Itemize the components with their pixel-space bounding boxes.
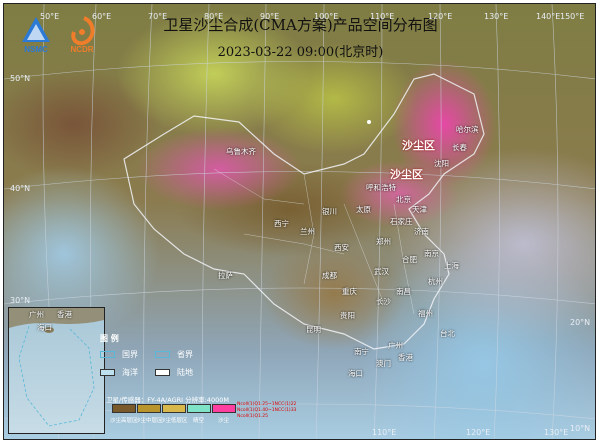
city-label: 呼和浩特 (366, 183, 396, 192)
lon-label: 60°E (92, 12, 112, 21)
lat-label: 20°N (570, 318, 591, 327)
legend-item: 国界 (122, 350, 138, 359)
city-label: 贵阳 (340, 311, 355, 320)
lat-label: 50°N (10, 74, 31, 83)
city-label: 杭州 (428, 277, 443, 286)
lon-label: 80°E (204, 12, 224, 21)
city-label: 西安 (334, 243, 349, 252)
city-label: 济南 (414, 227, 429, 236)
legend-item: 海洋 (122, 368, 138, 377)
lon-label-bottom: 130°E (544, 428, 569, 437)
legend-title: 图 例 (100, 334, 119, 343)
legend-swatch-national-border (100, 351, 115, 358)
city-label: 海口 (348, 369, 363, 378)
city-label: 郑州 (376, 237, 391, 246)
city-label: 长沙 (376, 297, 391, 306)
lon-label: 100°E (314, 12, 339, 21)
city-label: 兰州 (300, 227, 315, 236)
colorbar-label: 沙尘 (218, 418, 230, 424)
legend-item: 陆地 (177, 368, 193, 377)
ncdr-logo: NCDR (70, 16, 95, 54)
south-china-sea-inset: 广州 香港 海口 (8, 307, 105, 434)
inset-map (9, 308, 104, 427)
china-border (123, 73, 485, 350)
nsmc-logo-text: NSMC (24, 45, 48, 54)
colorbar-label: 沙尘高层区 (110, 418, 138, 424)
city-label: 沈阳 (434, 159, 449, 168)
legend-swatch-provincial-border (155, 351, 170, 358)
city-label: 西宁 (274, 219, 289, 228)
colorbar-swatch (212, 404, 236, 413)
ncdr-logo-text: NCDR (70, 45, 93, 54)
lon-label: 70°E (148, 12, 168, 21)
city-label: 重庆 (342, 287, 357, 296)
lon-label: 90°E (260, 12, 280, 21)
lat-label: 30°N (10, 296, 31, 305)
city-label: 合肥 (402, 255, 417, 264)
city-label: 成都 (322, 271, 337, 280)
dust-label: 沙尘区 (390, 168, 423, 181)
city-label: 昆明 (306, 325, 321, 334)
city-label: 上海 (444, 261, 459, 270)
city-label: 太原 (356, 205, 371, 214)
legend-item: 省界 (177, 350, 193, 359)
city-label: 武汉 (374, 267, 389, 276)
city-label: 天津 (412, 205, 427, 214)
lon-label: 50°E (40, 12, 60, 21)
city-label: 南京 (424, 249, 439, 258)
colorbar-label: 沙尘低层区 (160, 418, 188, 424)
city-label: 哈尔滨 (456, 125, 479, 134)
city-label: 长春 (452, 143, 467, 152)
logo-group: NSMC NCDR (18, 14, 108, 56)
lon-label: 150°E (560, 12, 585, 21)
lon-label: 120°E (428, 12, 453, 21)
colorbar-label: 晴空 (193, 418, 205, 424)
legend: 图 例 国界 省界 海洋 陆地 (100, 331, 270, 391)
city-label: 广州 (388, 341, 403, 350)
city-label: 北京 (396, 195, 411, 204)
city-label: 石家庄 (390, 217, 413, 226)
city-label: 台北 (440, 329, 455, 338)
colorbar-note: Ncoll(1)Q1.25~1NCC(1)22 (237, 402, 297, 407)
sensor-info: 卫星/传感器：FY-4A/AGRI 分辨率:4000M (106, 396, 229, 404)
city-label: 香港 (398, 353, 413, 362)
colorbar-swatch (187, 404, 211, 413)
legend-swatch-ocean (100, 369, 115, 376)
colorbar-swatch (162, 404, 186, 413)
colorbar-label: 沙尘中层区 (135, 418, 163, 424)
lon-label: 140°E (536, 12, 561, 21)
map-title: 卫星沙尘合成(CMA方案)产品空间分布图 (163, 16, 438, 34)
lat-label: 40°N (10, 184, 31, 193)
lat-label: 10°N (570, 424, 591, 433)
city-label: 乌鲁木齐 (226, 147, 256, 156)
map-datetime: 2023-03-22 09:00(北京时) (217, 45, 384, 60)
lon-label-bottom: 110°E (372, 428, 397, 437)
city-label: 南昌 (396, 287, 411, 296)
city-label: 福州 (418, 309, 433, 318)
colorbar-swatch (137, 404, 161, 413)
lon-label: 130°E (484, 12, 509, 21)
dust-label: 沙尘区 (402, 139, 435, 152)
lon-label: 110°E (370, 12, 395, 21)
colorbar-swatch (112, 404, 136, 413)
nsmc-logo: NSMC (22, 17, 50, 54)
city-label: 南宁 (354, 347, 369, 356)
inset-city-label: 香港 (57, 310, 72, 319)
city-label: 澳门 (376, 359, 391, 368)
colorbar-note: Ncoll(1)Q1.40~1NCC(1)33 (237, 408, 297, 413)
city-label: 银川 (322, 207, 337, 216)
inset-city-label: 海口 (37, 323, 52, 332)
city-label: 拉萨 (218, 271, 233, 280)
colorbar-note: Ncoll(1)Q1.25 (237, 414, 269, 419)
lon-label-bottom: 120°E (466, 428, 491, 437)
inset-city-label: 广州 (29, 310, 44, 319)
legend-swatch-land (155, 369, 170, 376)
